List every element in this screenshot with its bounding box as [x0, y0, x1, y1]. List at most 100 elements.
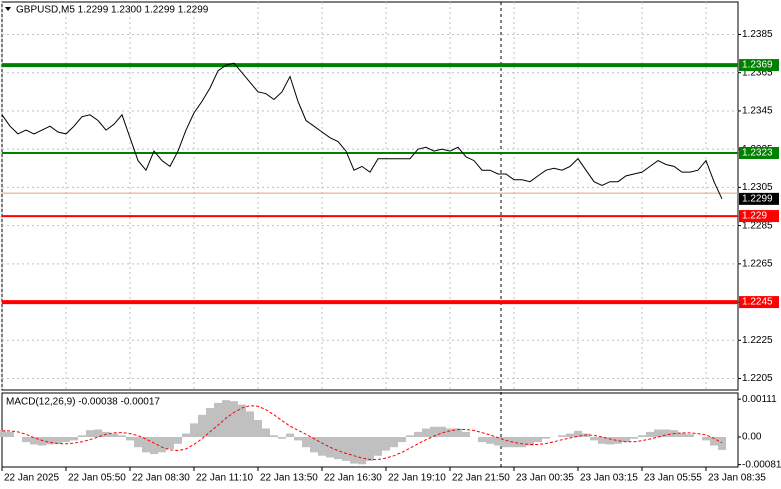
- histogram-bar: [574, 430, 582, 437]
- x-tick-label: 22 Jan 21:50: [452, 473, 510, 484]
- histogram-bar: [206, 408, 214, 437]
- histogram-bar: [38, 436, 46, 446]
- histogram-bar: [190, 423, 198, 437]
- histogram-bar: [54, 436, 62, 444]
- histogram-bar: [654, 429, 662, 437]
- histogram-bar: [478, 436, 486, 443]
- last-price-box: [739, 192, 779, 205]
- last-price-label: 1.2299: [742, 194, 773, 205]
- menu-icon: [5, 7, 11, 11]
- x-tick-label: 22 Jan 08:30: [132, 473, 190, 484]
- histogram-bar: [382, 436, 390, 451]
- histogram-bar: [6, 431, 14, 437]
- histogram-bar: [598, 436, 606, 444]
- histogram-bar: [414, 431, 422, 437]
- histogram-bar: [334, 436, 342, 460]
- histogram-bar: [630, 436, 638, 439]
- x-tick-label: 23 Jan 05:55: [644, 473, 702, 484]
- histogram-bar: [710, 436, 718, 446]
- histogram-bar: [262, 428, 270, 437]
- histogram-bar: [398, 436, 406, 443]
- y-tick-label: 1.2345: [742, 106, 773, 117]
- histogram-bar: [110, 433, 118, 437]
- x-tick-label: 23 Jan 00:35: [516, 473, 574, 484]
- histogram-bar: [510, 436, 518, 448]
- x-tick-label: 22 Jan 05:50: [68, 473, 126, 484]
- histogram-bar: [678, 432, 686, 437]
- histogram-bar: [614, 436, 622, 444]
- histogram-bar: [446, 428, 454, 437]
- histogram-bar: [238, 404, 246, 437]
- x-tick-label: 23 Jan 03:15: [580, 473, 638, 484]
- histogram-bar: [46, 436, 54, 445]
- level-label-box: [739, 210, 779, 223]
- y-tick-label: 1.2225: [742, 335, 773, 346]
- histogram-bar: [214, 402, 222, 437]
- histogram-bar: [286, 433, 294, 437]
- histogram-bar: [278, 436, 286, 439]
- histogram-bar: [566, 433, 574, 437]
- histogram-bar: [318, 436, 326, 456]
- price-line: [1, 62, 723, 200]
- histogram-bar: [590, 436, 598, 441]
- histogram-bar: [118, 435, 126, 437]
- level-label: 1.2245: [742, 297, 773, 308]
- histogram-bar: [134, 436, 142, 448]
- histogram-bar: [350, 436, 358, 464]
- histogram-bar: [126, 436, 134, 441]
- histogram-bar: [534, 436, 542, 443]
- histogram-bar: [302, 436, 310, 448]
- panel-frame: [1, 392, 739, 468]
- histogram-bar: [358, 436, 366, 465]
- histogram-bar: [646, 431, 654, 437]
- y-tick-label: 1.2205: [742, 373, 773, 384]
- x-tick-label: 22 Jan 19:10: [388, 473, 446, 484]
- histogram-bar: [702, 436, 710, 441]
- histogram-bar: [294, 436, 302, 441]
- histogram-bar: [94, 429, 102, 437]
- x-tick-label: 22 Jan 2025: [4, 473, 59, 484]
- histogram-bar: [494, 436, 502, 446]
- histogram-bar: [430, 426, 438, 437]
- histogram-bar: [86, 430, 94, 437]
- histogram-bar: [366, 436, 374, 461]
- histogram-bar: [686, 434, 694, 437]
- histogram-bar: [518, 436, 526, 448]
- histogram-bar: [30, 436, 38, 445]
- histogram-bar: [230, 401, 238, 437]
- histogram-bar: [22, 436, 30, 443]
- histogram-bar: [198, 414, 206, 437]
- histogram-bar: [638, 435, 646, 437]
- histogram-bar: [182, 433, 190, 437]
- level-label-box: [739, 59, 779, 72]
- histogram-bar: [166, 436, 174, 449]
- histogram-bar: [486, 436, 494, 444]
- level-label-box: [739, 296, 779, 309]
- y-tick-label: 1.2305: [742, 182, 773, 193]
- histogram-bar: [78, 435, 86, 437]
- histogram-bar: [462, 431, 470, 437]
- histogram-bar: [422, 428, 430, 437]
- histogram-bar: [406, 435, 414, 437]
- histogram-bar: [606, 436, 614, 445]
- x-tick-label: 23 Jan 08:35: [708, 473, 766, 484]
- level-label: 1.2369: [742, 60, 773, 71]
- histogram-bar: [270, 435, 278, 437]
- level-label: 1.2323: [742, 148, 773, 159]
- macd-title: MACD(12,26,9) -0.00038 -0.00017: [6, 397, 160, 408]
- histogram-bar: [150, 436, 158, 455]
- y-tick-label: 1.2385: [742, 29, 773, 40]
- histogram-bar: [622, 436, 630, 443]
- histogram-bar: [310, 436, 318, 453]
- histogram-bar: [254, 419, 262, 437]
- level-label-box: [739, 146, 779, 159]
- histogram-bar: [662, 429, 670, 437]
- histogram-bar: [454, 428, 462, 437]
- x-tick-label: 22 Jan 16:30: [324, 473, 382, 484]
- histogram-bar: [62, 436, 70, 443]
- chart-title: GBPUSD,M5 1.2299 1.2300 1.2299 1.2299: [16, 5, 209, 16]
- histogram-bar: [374, 436, 382, 456]
- y-tick-label: 1.2365: [742, 67, 773, 78]
